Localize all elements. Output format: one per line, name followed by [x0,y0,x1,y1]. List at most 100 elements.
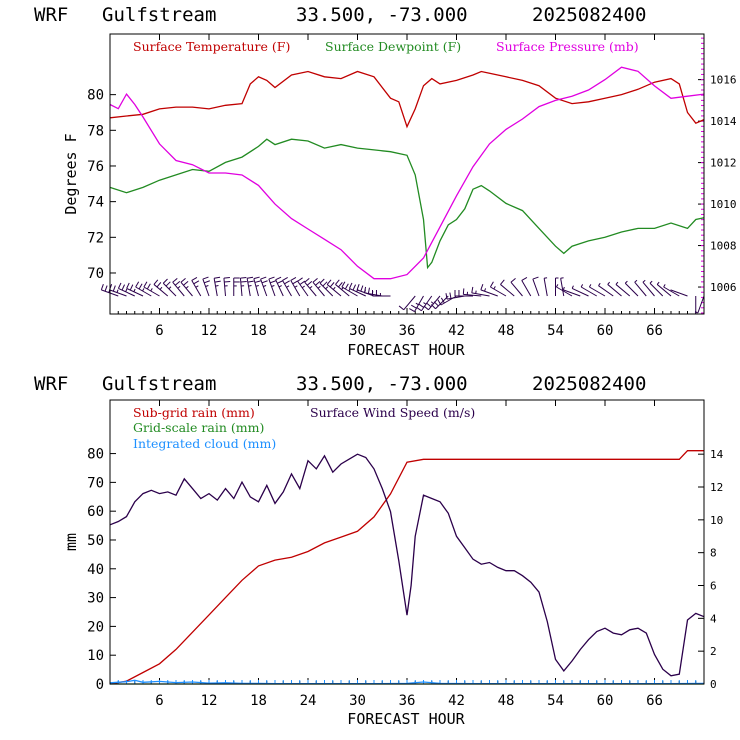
x-tick-label: 42 [448,323,465,339]
x-tick-label: 12 [201,693,218,709]
series-line [109,70,705,129]
y-tick-label: 40 [87,562,104,578]
wind-barb [454,290,473,297]
x-tick-label: 12 [201,323,218,339]
y2-tick-label: 14 [710,448,724,461]
y-tick-label: 70 [87,475,104,491]
y2-tick-label: 1006 [710,281,737,294]
location-name: Gulfstream [102,373,216,395]
y2-tick-label: 1016 [710,74,737,87]
x-tick-label: 48 [498,323,515,339]
wind-barb [580,284,598,297]
init-date: 2025082400 [532,4,646,26]
coordinates: 33.500, -73.000 [296,4,468,26]
panel-bottom: WRF Gulfstream 33.500, -73.000 202508240… [34,373,724,728]
wind-barb [239,277,247,297]
wind-barb [143,281,160,297]
wind-barb [694,295,705,314]
wind-barb [588,284,606,297]
wind-barb [624,280,639,297]
series-line [109,453,705,677]
wind-barb [571,285,589,297]
wind-barb [423,295,441,311]
wind-barb [153,279,169,297]
wind-barb [532,276,540,297]
wind-barb [319,278,334,297]
wind-barb [223,277,231,297]
y-tick-label: 30 [87,591,104,607]
x-tick-label: 24 [300,323,317,339]
legend-series: Surface Wind Speed (m/s) [310,405,475,420]
wind-barb [663,284,680,297]
wind-barb [202,276,211,297]
wind-barb [562,286,581,297]
wind-barb [117,282,135,297]
x-tick-label: 18 [250,693,267,709]
y2-tick-label: 0 [710,678,717,691]
plot-area: 6 12 18 24 30 36 42 48 54 60 66 70 72 74 76 78 80 1006 100… [87,34,737,339]
wind-barb [304,277,317,297]
wind-barb [172,277,185,297]
legend-series: Surface Dewpoint (F) [325,39,461,54]
wind-barb [282,276,292,297]
plot-frame [109,399,705,685]
wind-barb [560,277,565,297]
wind-barb [290,276,301,297]
model-name: WRF [34,4,68,26]
wind-barb [364,286,383,297]
wind-barb [126,282,144,297]
y2-tick-label: 12 [710,481,723,494]
x-tick-label: 54 [547,693,564,709]
y-tick-label: 74 [87,195,104,211]
legend-series: Grid-scale rain (mm) [133,420,264,435]
x-axis-label: FORECAST HOUR [347,710,465,728]
wind-barb [500,279,515,297]
x-tick-label: 24 [300,693,317,709]
wind-barb [555,277,559,296]
location-name: Gulfstream [102,4,216,26]
wind-barb [162,278,177,297]
init-date: 2025082400 [532,373,646,395]
y-tick-label: 0 [96,677,104,693]
wind-barb [409,295,424,313]
y2-tick-label: 1008 [710,240,737,253]
y2-tick-label: 10 [710,514,723,527]
y-tick-label: 80 [87,447,104,463]
wind-barb [692,296,697,315]
legend-series: Integrated cloud (mm) [133,436,276,451]
wind-barb [670,289,688,297]
wind-barb [275,276,284,297]
y-tick-label: 80 [87,88,104,104]
wind-barb [445,292,465,300]
y-tick-label: 50 [87,533,104,549]
series-line [109,450,704,685]
x-tick-label: 66 [646,693,663,709]
panel-top: WRF Gulfstream 33.500, -73.000 202508240… [34,4,737,359]
wind-barb [326,279,342,297]
wind-barb [135,281,152,297]
y2-tick-label: 6 [710,580,717,593]
x-tick-label: 42 [448,693,465,709]
x-axis-label: FORECAST HOUR [347,341,465,359]
x-tick-label: 30 [349,323,366,339]
x-tick-label: 36 [399,323,416,339]
legend-series: Surface Temperature (F) [133,39,290,54]
wind-barb [398,295,416,311]
wind-barb [521,276,532,297]
wind-barb [471,286,490,297]
wind-barb [656,281,672,297]
wind-barb [510,277,523,297]
wind-barb [233,277,240,296]
y-axis-label: mm [62,533,80,551]
y2-tick-label: 2 [710,645,717,658]
wind-barb [191,276,202,297]
wind-barb [543,277,548,297]
x-tick-label: 48 [498,693,515,709]
x-tick-label: 36 [399,693,416,709]
y-tick-label: 78 [87,123,104,139]
wind-barb [213,276,221,297]
wind-barb [598,282,614,297]
wind-barb [607,281,622,297]
y2-tick-label: 1014 [710,115,737,128]
